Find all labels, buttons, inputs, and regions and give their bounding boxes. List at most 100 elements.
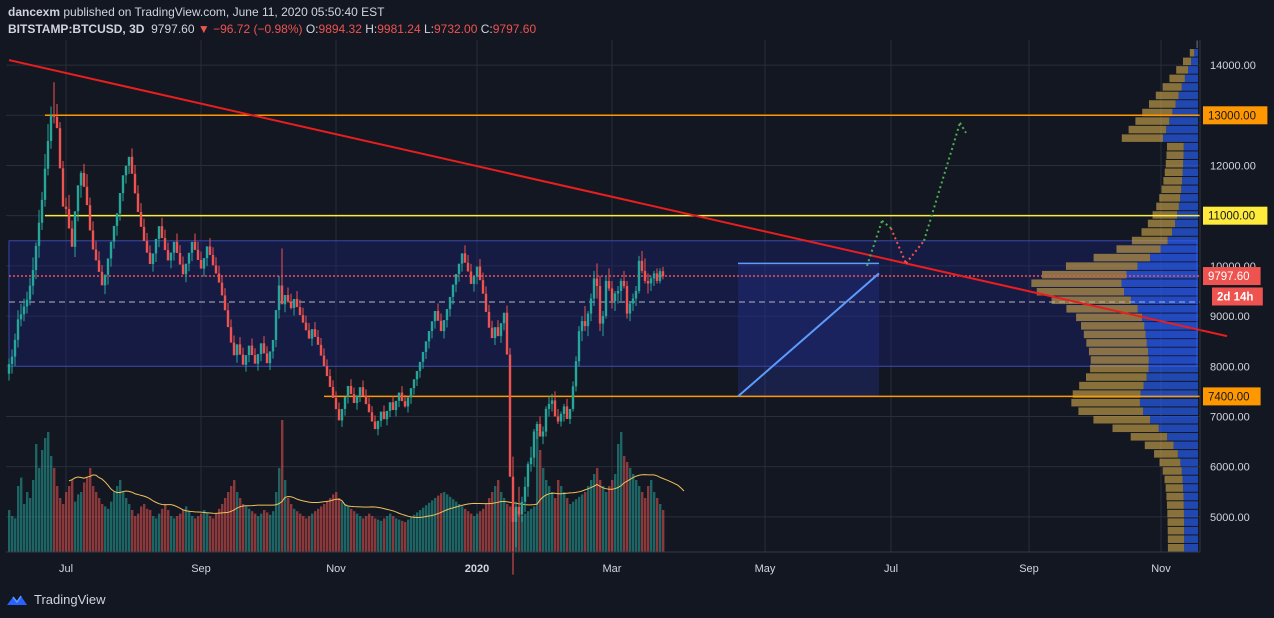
volume-profile-bar (1167, 509, 1184, 518)
candle-body (502, 312, 506, 324)
candle-body (436, 310, 440, 321)
candle-body (541, 431, 545, 437)
time-axis-label: Sep (1019, 563, 1039, 575)
candle-body (523, 486, 527, 502)
volume-bar (356, 513, 359, 552)
candle-body (196, 249, 200, 260)
volume-bar (20, 477, 23, 552)
candle-body (46, 140, 50, 169)
change-value: −96.72 (−0.98%) (213, 22, 303, 36)
volume-bar (206, 512, 209, 552)
time-axis-label: Mar (603, 563, 622, 575)
candle-body (586, 313, 590, 327)
volume-bar (581, 494, 584, 552)
candle-body (472, 276, 476, 284)
volume-profile-bar (1137, 262, 1198, 270)
candle-body (139, 212, 143, 227)
volume-profile-bar (1154, 450, 1178, 458)
candle-body (202, 258, 206, 269)
volume-bar (245, 506, 248, 552)
candle-body (529, 457, 533, 465)
volume-profile-bar (1128, 125, 1167, 134)
volume-profile-bar (1090, 364, 1149, 373)
candle-body (589, 298, 593, 314)
chart-header: dancexm published on TradingView.com, Ju… (0, 0, 1274, 40)
volume-bar (14, 518, 17, 552)
candle-body (448, 296, 452, 310)
volume-bar (470, 513, 473, 552)
price-axis-label: 6000.00 (1210, 462, 1250, 474)
candle-body (115, 213, 119, 226)
volume-bar (281, 420, 284, 552)
candle-body (160, 226, 164, 239)
volume-bar (662, 510, 665, 552)
volume-bar (113, 492, 116, 552)
author-name[interactable]: dancexm (8, 5, 61, 19)
volume-bar (32, 480, 35, 552)
volume-profile-bar (1184, 526, 1198, 535)
candle-body (10, 356, 14, 365)
volume-bar (650, 480, 653, 552)
tradingview-logo[interactable]: TradingView (6, 592, 106, 607)
volume-profile-bar (1183, 509, 1198, 518)
volume-profile-bar (1148, 347, 1198, 356)
volume-bar (17, 486, 20, 552)
volume-bar (98, 498, 101, 552)
candle-body (658, 271, 662, 281)
candle-body (178, 252, 182, 265)
candle-body (316, 336, 320, 345)
volume-bar (251, 511, 254, 552)
symbol-title[interactable]: BITSTAMP:BTCUSD, 3D (8, 22, 145, 36)
candle-body (406, 397, 410, 407)
candle-body (76, 185, 80, 212)
candle-body (355, 395, 359, 404)
candle-body (103, 274, 107, 286)
candle-body (478, 266, 482, 281)
candle-body (223, 295, 227, 311)
candle-body (244, 355, 248, 365)
volume-profile-bar (1143, 381, 1198, 390)
volume-bar (116, 486, 119, 552)
volume-bar (221, 504, 224, 552)
volume-profile-bar (1197, 40, 1198, 49)
volume-bar (119, 480, 122, 552)
time-axis-label: 2020 (465, 563, 489, 575)
volume-bar (365, 516, 368, 552)
volume-bar (137, 513, 140, 552)
volume-bar (152, 516, 155, 552)
volume-bar (518, 513, 521, 552)
volume-profile-bar (1150, 253, 1198, 262)
candle-body (415, 370, 419, 380)
price-chart[interactable]: 14000.0013000.0012000.0011000.0010000.00… (0, 40, 1274, 584)
volume-bar (272, 511, 275, 552)
candle-body (562, 406, 566, 414)
volume-bar (620, 432, 623, 552)
candle-body (628, 303, 632, 314)
support-resistance-zone (8, 240, 1198, 367)
candle-body (550, 400, 554, 404)
volume-bar (539, 450, 542, 552)
volume-profile-bar (1181, 467, 1198, 475)
volume-bar (74, 501, 77, 552)
volume-profile-bar (1184, 518, 1198, 526)
candle-body (556, 416, 560, 422)
tradingview-icon (7, 595, 27, 605)
volume-bar (170, 516, 173, 552)
volume-bar (290, 504, 293, 552)
volume-bar (341, 501, 344, 552)
candle-body (31, 270, 35, 286)
candle-body (544, 408, 548, 432)
candle-body (268, 351, 272, 364)
volume-bar (125, 498, 128, 552)
volume-profile-bar (1173, 441, 1198, 450)
volume-bar (548, 486, 551, 552)
volume-bar (374, 518, 377, 552)
volume-bar (479, 511, 482, 552)
volume-bar (347, 506, 350, 552)
volume-profile-bar (1130, 433, 1168, 441)
candle-body (73, 211, 77, 247)
candle-body (490, 327, 494, 339)
high-value: 9981.24 (377, 22, 421, 36)
volume-bar (215, 513, 218, 552)
volume-bar (179, 513, 182, 552)
